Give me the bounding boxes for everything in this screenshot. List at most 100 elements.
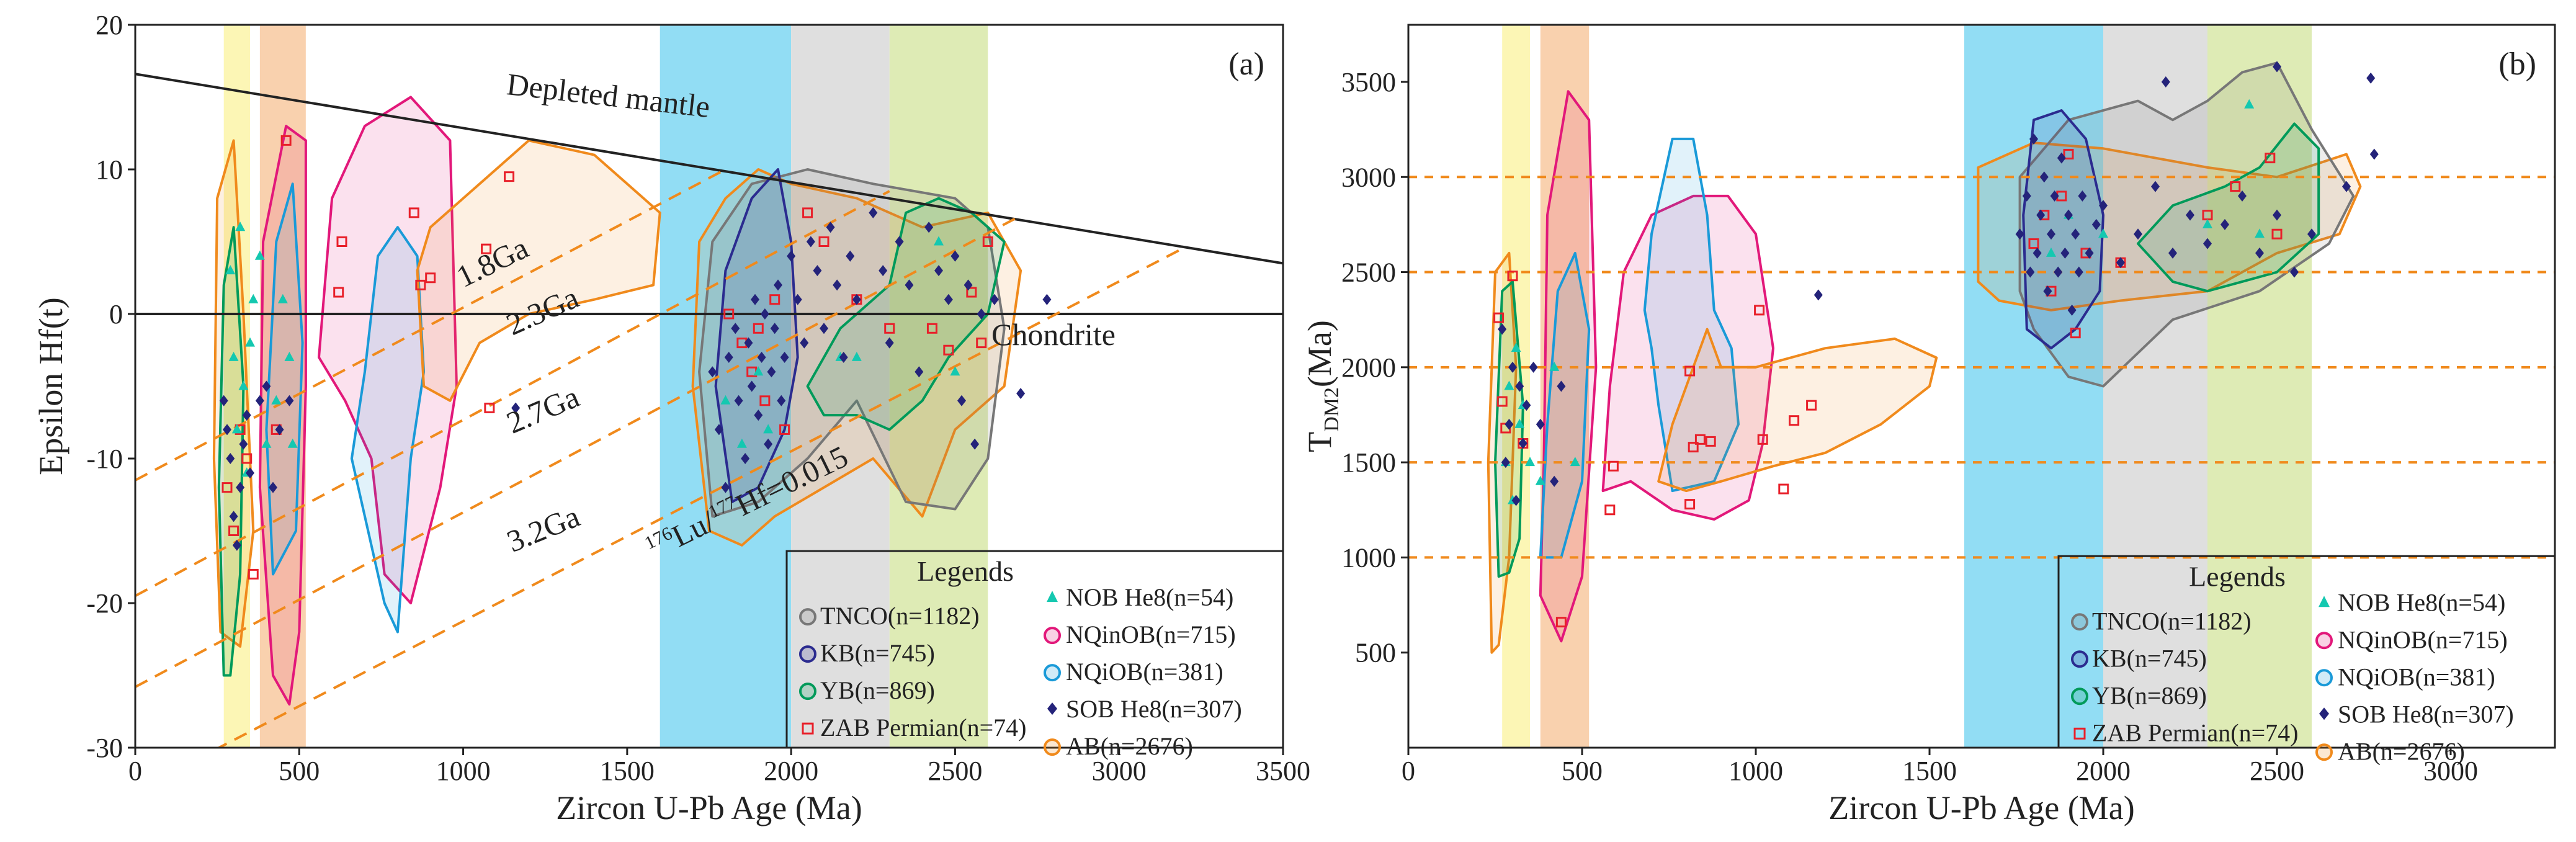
y-axis-label: TDM2(Ma)	[1301, 320, 1343, 452]
point-sob-he8	[820, 323, 828, 334]
point-zab-permian	[2265, 153, 2276, 164]
point-sob-he8	[744, 337, 753, 349]
point-sob-he8	[813, 265, 822, 277]
point-zab-permian	[966, 287, 977, 298]
point-nob-he8	[254, 250, 265, 260]
field-ab	[1487, 251, 1518, 654]
point-sob-he8	[2033, 247, 2042, 259]
legend-marker-nqinob	[2315, 632, 2333, 650]
point-sob-he8	[2290, 266, 2299, 278]
point-sob-he8	[2029, 133, 2038, 145]
point-sob-he8	[262, 380, 271, 392]
point-sob-he8	[219, 395, 228, 406]
legend-entry: NQinOB(n=715)	[1066, 620, 1236, 648]
point-sob-he8	[2054, 266, 2063, 278]
point-nob-he8	[753, 366, 764, 376]
point-zab-permian	[769, 294, 780, 305]
point-sob-he8	[232, 539, 241, 551]
x-tick-label: 3000	[1092, 756, 1147, 786]
point-sob-he8	[1498, 323, 1507, 335]
panel-label: (b)	[2498, 47, 2536, 82]
legend-entry: SOB He8(n=307)	[2338, 700, 2514, 728]
y-tick-label: 2500	[1341, 258, 1396, 288]
age-band-4	[2207, 25, 2312, 748]
point-nob-he8	[2098, 228, 2108, 238]
point-sob-he8	[757, 351, 766, 363]
legend-entry: AB(n=2676)	[1066, 732, 1193, 760]
point-zab-permian	[484, 402, 495, 413]
point-sob-he8	[2273, 209, 2281, 221]
point-sob-he8	[1813, 289, 1823, 301]
y-axis-label: Epsilon Hf(t)	[32, 297, 69, 475]
point-sob-he8	[1511, 495, 1521, 506]
x-axis-label: Zircon U-Pb Age (Ma)	[556, 789, 862, 826]
point-sob-he8	[777, 395, 786, 406]
point-sob-he8	[511, 402, 521, 414]
point-zab-permian	[1757, 434, 1768, 445]
age-band-3	[2103, 25, 2207, 748]
point-nob-he8	[720, 395, 731, 405]
point-zab-permian	[802, 207, 813, 218]
y-tick-label: 500	[1355, 638, 1396, 668]
point-sob-he8	[760, 308, 769, 320]
point-nob-he8	[1504, 380, 1514, 390]
point-sob-he8	[1505, 418, 1514, 430]
legend-entry: NQiOB(n=381)	[1066, 658, 1223, 686]
point-sob-he8	[751, 293, 759, 305]
point-zab-permian	[818, 236, 830, 247]
point-nob-he8	[950, 366, 960, 376]
age-band-2	[1964, 25, 2103, 748]
point-sob-he8	[2255, 247, 2264, 259]
legend-marker-sob-he8	[2319, 707, 2329, 720]
legend-marker-tnco	[2071, 613, 2088, 631]
point-zab-permian	[2070, 328, 2081, 339]
legend-entry: ZAB Permian(n=74)	[820, 714, 1027, 741]
point-nob-he8	[1549, 361, 1560, 371]
point-zab-permian	[1555, 617, 1567, 628]
point-sob-he8	[2366, 72, 2376, 84]
y-tick-label: 2000	[1341, 352, 1396, 383]
x-tick-label: 3000	[2423, 756, 2478, 786]
point-sob-he8	[2369, 148, 2379, 160]
point-zab-permian	[241, 453, 253, 464]
point-nob-he8	[1570, 457, 1580, 467]
legend-entry: NOB He8(n=54)	[1066, 583, 1233, 611]
point-sob-he8	[2203, 238, 2212, 249]
point-sob-he8	[1550, 475, 1559, 487]
panel-label: (a)	[1228, 47, 1264, 82]
x-tick-label: 1500	[1902, 756, 1957, 786]
point-sob-he8	[895, 236, 904, 248]
point-nob-he8	[1511, 343, 1521, 352]
point-nob-he8	[231, 424, 242, 434]
age-band-2	[660, 25, 792, 748]
point-zab-permian	[504, 171, 515, 182]
point-zab-permian	[2230, 181, 2241, 192]
point-zab-permian	[884, 323, 895, 334]
field-tnco	[2018, 61, 2355, 388]
point-zab-permian	[1608, 460, 1619, 472]
legend: Legends TNCO(n=1182) KB(n=745) YB(n=869) ZAB…	[2057, 555, 2556, 765]
point-sob-he8	[747, 380, 756, 392]
point-zab-permian	[2063, 148, 2074, 159]
point-zab-permian	[1684, 365, 1696, 377]
x-tick-label: 2500	[928, 756, 982, 786]
point-nob-he8	[1525, 457, 1535, 467]
point-zab-permian	[1806, 400, 1817, 411]
point-sob-he8	[2074, 266, 2083, 278]
point-nob-he8	[245, 337, 255, 347]
point-sob-he8	[885, 337, 894, 349]
point-sob-he8	[770, 323, 779, 334]
point-nob-he8	[2244, 99, 2255, 109]
point-sob-he8	[957, 395, 966, 406]
point-sob-he8	[2036, 209, 2046, 221]
point-nob-he8	[271, 395, 282, 405]
x-tick-label: 500	[279, 756, 320, 786]
point-sob-he8	[1529, 361, 1538, 373]
point-nob-he8	[261, 438, 272, 448]
point-sob-he8	[1042, 293, 1052, 305]
point-sob-he8	[1508, 361, 1517, 373]
point-zab-permian	[723, 308, 735, 320]
legend-marker-yb	[799, 683, 816, 701]
x-tick-label: 3500	[1256, 756, 1310, 786]
